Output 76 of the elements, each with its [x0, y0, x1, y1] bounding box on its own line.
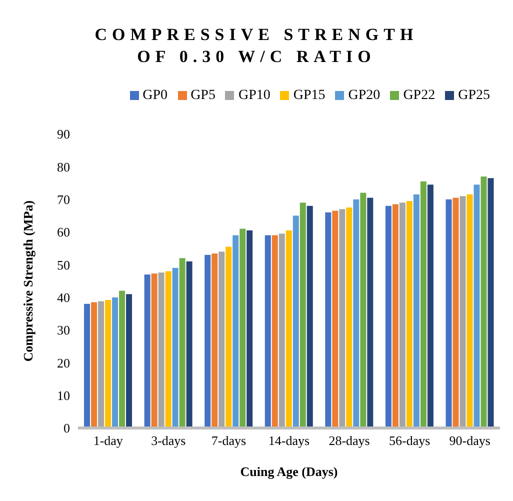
x-tick-label: 1-day: [93, 433, 124, 448]
x-tick-label: 90-days: [449, 433, 490, 448]
legend-label: GP15: [293, 88, 326, 103]
bar: [240, 228, 246, 428]
bar: [367, 198, 374, 428]
bar: [399, 202, 406, 428]
bar: [474, 184, 480, 428]
x-tick-label: 3-days: [151, 433, 186, 448]
legend-label: GP10: [238, 88, 270, 103]
bar: [406, 200, 412, 428]
bar: [212, 254, 218, 428]
bar: [452, 198, 459, 428]
y-tick-label: 40: [57, 290, 70, 305]
bar: [98, 301, 104, 428]
x-axis-title: Cuing Age (Days): [240, 464, 338, 479]
legend-label: GP20: [348, 88, 380, 103]
bar: [144, 274, 150, 428]
bar: [165, 271, 172, 428]
bar: [488, 178, 494, 428]
x-tick-label: 14-days: [268, 433, 310, 448]
bar: [446, 199, 452, 428]
y-tick-label: 60: [57, 224, 70, 240]
bar: [427, 184, 434, 428]
bar: [420, 181, 426, 428]
y-tick-label: 90: [57, 126, 70, 142]
legend-label: GP0: [142, 88, 168, 103]
bar: [119, 290, 126, 428]
y-tick-label: 10: [57, 388, 70, 403]
x-tick-label: 7-days: [211, 433, 246, 448]
bar: [480, 176, 487, 428]
legend-label: GP22: [403, 88, 436, 103]
y-tick-label: 30: [57, 322, 70, 338]
bar: [346, 208, 352, 428]
legend-label: GP25: [458, 88, 490, 103]
bar: [360, 192, 366, 428]
bar: [151, 273, 158, 428]
bar: [353, 199, 360, 428]
bar: [466, 194, 473, 428]
bar: [339, 209, 346, 428]
bar: [385, 206, 392, 428]
y-axis-title: Compressive Strength (MPa): [20, 200, 36, 362]
bar: [325, 212, 332, 428]
x-tick-label: 28-days: [328, 433, 370, 448]
bar: [306, 206, 313, 428]
bar: [218, 252, 225, 428]
bar: [300, 202, 306, 428]
bar: [158, 272, 164, 428]
chart-title: COMPRESSIVE STRENGTH OF 0.30 W/C RATIO: [94, 24, 420, 68]
bar: [91, 302, 98, 428]
y-tick-label: 50: [57, 257, 70, 272]
bar: [292, 216, 299, 428]
bar: [226, 246, 232, 428]
bar: [413, 194, 420, 428]
bar: [112, 297, 118, 428]
y-tick-label: 80: [57, 159, 70, 174]
bar: [172, 268, 178, 428]
bar: [286, 230, 292, 428]
bar: [204, 254, 211, 428]
bar: [278, 234, 285, 428]
bar: [332, 210, 338, 428]
bar: [246, 230, 253, 428]
x-tick-label: 56-days: [388, 433, 430, 448]
y-tick-label: 70: [57, 192, 70, 207]
bar: [460, 196, 466, 428]
bar: [392, 204, 398, 428]
bar: [179, 258, 186, 428]
bar: [105, 300, 112, 428]
legend-label: GP5: [190, 88, 216, 103]
bar: [126, 294, 132, 428]
bar: [186, 261, 192, 428]
bar: [264, 235, 271, 428]
bar: [232, 235, 239, 428]
bar: [84, 304, 90, 428]
bar: [272, 235, 278, 428]
y-tick-label: 0: [64, 420, 70, 436]
y-tick-label: 20: [57, 355, 70, 370]
